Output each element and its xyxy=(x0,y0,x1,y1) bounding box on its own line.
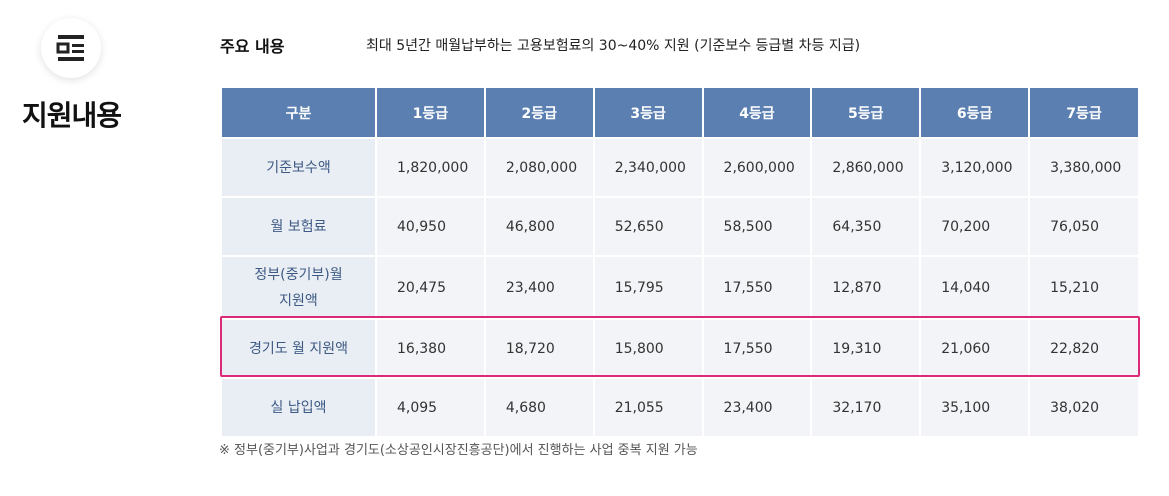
table-cell: 32,170 xyxy=(811,378,922,438)
footnote: ※ 정부(중기부)사업과 경기도(소상공인시장진흥공단)에서 진행하는 사업 중… xyxy=(219,443,698,458)
table-cell: 2,080,000 xyxy=(484,138,595,198)
table-row-highlighted: 경기도 월 지원액 16,380 18,720 15,800 17,550 19… xyxy=(222,319,1138,379)
table-cell: 12,870 xyxy=(811,256,922,320)
row-label-line: 정부(중기부)월 xyxy=(254,266,343,283)
table-cell: 58,500 xyxy=(702,197,813,257)
table-cell: 2,340,000 xyxy=(593,138,704,198)
header-grade-5: 5등급 xyxy=(811,88,922,139)
table-row: 월 보험료 40,950 46,800 52,650 58,500 64,350… xyxy=(222,197,1138,257)
table-cell: 76,050 xyxy=(1029,197,1138,257)
table-cell: 3,380,000 xyxy=(1029,138,1138,198)
table-cell: 23,400 xyxy=(702,378,813,438)
summary-label: 주요 내용 xyxy=(220,37,285,56)
header-grade-6: 6등급 xyxy=(920,88,1031,139)
table-cell: 52,650 xyxy=(593,197,704,257)
table-cell: 21,060 xyxy=(920,319,1031,379)
table-cell: 2,860,000 xyxy=(811,138,922,198)
row-label-monthly-premium: 월 보험료 xyxy=(222,197,377,257)
table-row: 실 납입액 4,095 4,680 21,055 23,400 32,170 3… xyxy=(222,378,1138,438)
table-cell: 14,040 xyxy=(920,256,1031,320)
table-cell: 17,550 xyxy=(702,319,813,379)
header-grade-7: 7등급 xyxy=(1029,88,1138,139)
table-cell: 15,210 xyxy=(1029,256,1138,320)
table-row: 기준보수액 1,820,000 2,080,000 2,340,000 2,60… xyxy=(222,138,1138,198)
table-cell: 4,680 xyxy=(484,378,595,438)
table-cell: 21,055 xyxy=(593,378,704,438)
table-cell: 17,550 xyxy=(702,256,813,320)
document-list-icon xyxy=(41,18,101,78)
header-grade-1: 1등급 xyxy=(376,88,486,139)
header-grade-4: 4등급 xyxy=(702,88,813,139)
header-grade-3: 3등급 xyxy=(593,88,704,139)
table-cell: 15,800 xyxy=(593,319,704,379)
row-label-actual-payment: 실 납입액 xyxy=(222,378,377,438)
support-grade-table: 구분 1등급 2등급 3등급 4등급 5등급 6등급 7등급 기준보수액 1,8… xyxy=(222,88,1138,438)
table-cell: 40,950 xyxy=(376,197,486,257)
document-list-icon-glyph xyxy=(56,35,84,61)
table-cell: 4,095 xyxy=(376,378,486,438)
table-cell: 23,400 xyxy=(484,256,595,320)
table-cell: 2,600,000 xyxy=(702,138,813,198)
table-cell: 3,120,000 xyxy=(920,138,1031,198)
table-cell: 70,200 xyxy=(920,197,1031,257)
table-cell: 64,350 xyxy=(811,197,922,257)
table-cell: 18,720 xyxy=(484,319,595,379)
table-cell: 46,800 xyxy=(484,197,595,257)
table-cell: 15,795 xyxy=(593,256,704,320)
header-category: 구분 xyxy=(222,88,377,139)
table-cell: 38,020 xyxy=(1029,378,1138,438)
table-header-row: 구분 1등급 2등급 3등급 4등급 5등급 6등급 7등급 xyxy=(222,88,1138,139)
table-row: 정부(중기부)월 지원액 20,475 23,400 15,795 17,550… xyxy=(222,256,1138,320)
row-label-gyeonggi-support: 경기도 월 지원액 xyxy=(222,319,377,379)
table-cell: 16,380 xyxy=(376,319,486,379)
table-cell: 20,475 xyxy=(376,256,486,320)
row-label-line: 지원액 xyxy=(279,292,318,309)
summary-text: 최대 5년간 매월납부하는 고용보험료의 30~40% 지원 (기준보수 등급별… xyxy=(366,38,861,54)
table-cell: 22,820 xyxy=(1029,319,1138,379)
row-label-base-pay: 기준보수액 xyxy=(222,138,377,198)
section-title: 지원내용 xyxy=(22,99,122,132)
table-cell: 19,310 xyxy=(811,319,922,379)
row-label-government-support: 정부(중기부)월 지원액 xyxy=(222,256,377,320)
header-grade-2: 2등급 xyxy=(484,88,595,139)
table-cell: 1,820,000 xyxy=(376,138,486,198)
table-cell: 35,100 xyxy=(920,378,1031,438)
